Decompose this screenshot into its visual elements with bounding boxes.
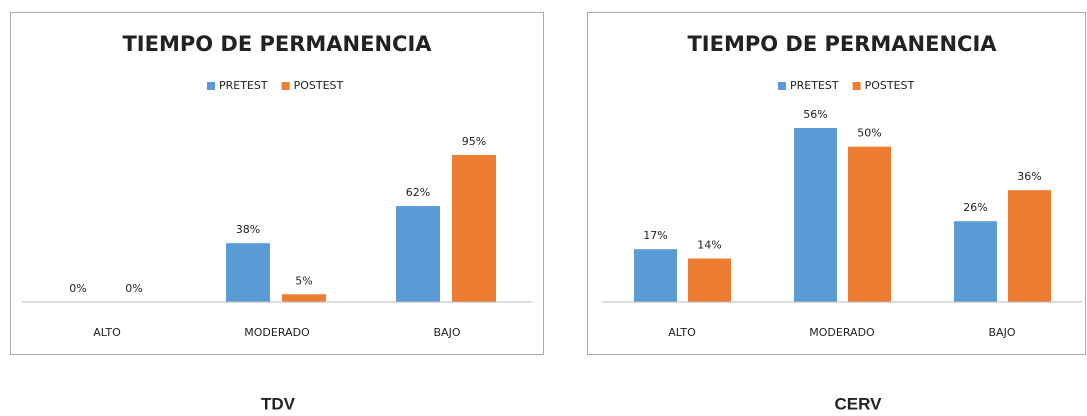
caption: TDV: [261, 394, 296, 413]
x-tick-label: MODERADO: [244, 326, 310, 339]
data-label: 95%: [462, 135, 486, 148]
x-tick-label: ALTO: [93, 326, 121, 339]
bar: [634, 249, 677, 302]
data-label: 26%: [963, 201, 987, 214]
data-label: 5%: [295, 274, 312, 287]
legend-label: POSTEST: [865, 79, 915, 92]
legend-label: PRETEST: [219, 79, 268, 92]
data-label: 0%: [69, 282, 86, 295]
x-tick-label: ALTO: [668, 326, 696, 339]
bar: [282, 294, 326, 302]
bar: [226, 243, 270, 302]
caption: CERV: [835, 394, 883, 413]
data-label: 0%: [125, 282, 142, 295]
data-label: 62%: [406, 186, 430, 199]
legend-label: POSTEST: [294, 79, 344, 92]
data-label: 38%: [236, 223, 260, 236]
data-label: 50%: [857, 127, 881, 140]
legend-label: PRETEST: [790, 79, 839, 92]
data-label: 36%: [1017, 170, 1041, 183]
legend-swatch: [207, 82, 215, 90]
data-label: 17%: [643, 229, 667, 242]
bar: [1008, 190, 1051, 302]
bar: [848, 146, 891, 302]
legend-swatch: [852, 82, 861, 90]
bar: [396, 206, 440, 302]
legend-swatch: [778, 82, 786, 90]
x-tick-label: BAJO: [434, 326, 461, 339]
chart-title: TIEMPO DE PERMANENCIA: [122, 32, 432, 56]
x-tick-label: MODERADO: [809, 326, 875, 339]
bar: [954, 221, 997, 302]
bar: [452, 155, 496, 302]
x-tick-label: BAJO: [989, 326, 1016, 339]
bar: [688, 258, 731, 302]
chart-title: TIEMPO DE PERMANENCIA: [687, 32, 997, 56]
data-label: 14%: [697, 239, 721, 252]
bar: [794, 128, 837, 302]
data-label: 56%: [803, 108, 827, 121]
legend-swatch: [281, 82, 290, 90]
